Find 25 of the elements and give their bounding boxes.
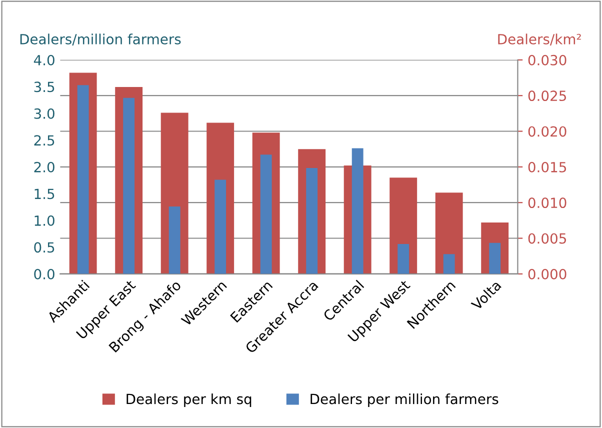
- bar: [443, 254, 455, 274]
- y-tick-label: 0.5: [34, 242, 54, 253]
- y-tick-label: 1.0: [34, 215, 54, 226]
- y-axis-title: Dealers/million farmers: [20, 34, 181, 46]
- y-tick-label: 0.0: [34, 268, 54, 280]
- y-tick-label: 3.0: [34, 108, 54, 119]
- y2-tick-label: 0.020: [528, 126, 566, 137]
- bar: [214, 180, 226, 274]
- y2-tick-label: 0.005: [528, 233, 566, 244]
- y2-tick-label: 0.000: [528, 268, 566, 280]
- y2-tick-label: 0.015: [528, 162, 566, 172]
- bar: [398, 244, 410, 274]
- y2-axis-title: Dealers/km²: [498, 34, 581, 46]
- y-tick-label: 1.5: [34, 188, 54, 200]
- y-tick-label: 2.0: [34, 162, 54, 172]
- legend-label: Dealers per km sq: [126, 394, 252, 407]
- y-tick-label: 4.0: [34, 54, 54, 66]
- bar: [489, 242, 501, 274]
- bar: [168, 206, 180, 274]
- y-tick-label: 2.5: [34, 135, 54, 146]
- y2-tick-label: 0.030: [528, 54, 566, 66]
- y2-tick-label: 0.025: [528, 90, 566, 102]
- y-tick-label: 3.5: [34, 82, 54, 92]
- y2-tick-label: 0.010: [528, 198, 566, 208]
- legend-label: Dealers per million farmers: [310, 394, 498, 407]
